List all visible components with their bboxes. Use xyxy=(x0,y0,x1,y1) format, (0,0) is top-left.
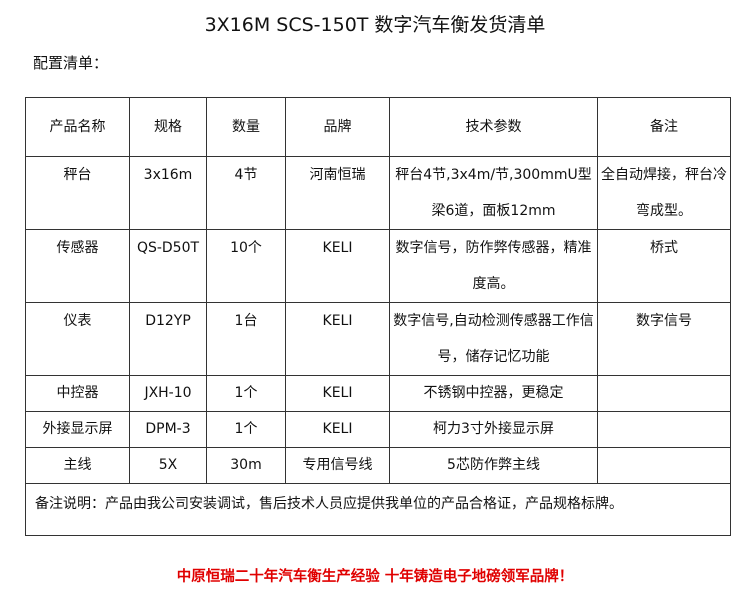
table-cell: 4节 xyxy=(206,156,286,230)
table-cell xyxy=(597,411,731,448)
table-cell: KELI xyxy=(285,229,390,303)
table-cell: 30m xyxy=(206,447,286,484)
header-row: 产品名称 规格 数量 品牌 技术参数 备注 xyxy=(25,97,731,157)
document-title: 3X16M SCS-150T 数字汽车衡发货清单 xyxy=(204,14,546,36)
table-cell: JXH-10 xyxy=(129,375,207,412)
table-cell: 数字信号 xyxy=(597,302,731,376)
table-cell: 不锈钢中控器，更稳定 xyxy=(389,375,598,412)
table-cell: 1台 xyxy=(206,302,286,376)
table-cell: 5芯防作弊主线 xyxy=(389,447,598,484)
table-row: 中控器 JXH-10 1个 KELI 不锈钢中控器，更稳定 xyxy=(25,375,731,412)
table-cell: 传感器 xyxy=(25,229,130,303)
table-cell: 全自动焊接，秤台冷弯成型。 xyxy=(597,156,731,230)
note-cell: 备注说明：产品由我公司安装调试，售后技术人员应提供我单位的产品合格证，产品规格标… xyxy=(25,483,731,536)
table-cell: QS-D50T xyxy=(129,229,207,303)
table-cell: 桥式 xyxy=(597,229,731,303)
header-cell: 品牌 xyxy=(285,97,390,157)
table-cell: 河南恒瑞 xyxy=(285,156,390,230)
table-cell: KELI xyxy=(285,302,390,376)
table-cell: KELI xyxy=(285,411,390,448)
table-cell: 主线 xyxy=(25,447,130,484)
table-row: 外接显示屏 DPM-3 1个 KELI 柯力3寸外接显示屏 xyxy=(25,411,731,448)
table-cell: 1个 xyxy=(206,375,286,412)
table-cell xyxy=(597,447,731,484)
table-cell: 1个 xyxy=(206,411,286,448)
table-cell: 秤台 xyxy=(25,156,130,230)
table-cell: 仪表 xyxy=(25,302,130,376)
table-cell: 数字信号,自动检测传感器工作信号，储存记忆功能 xyxy=(389,302,598,376)
table-row: 主线 5X 30m 专用信号线 5芯防作弊主线 xyxy=(25,447,731,484)
table-cell: DPM-3 xyxy=(129,411,207,448)
table-cell: 专用信号线 xyxy=(285,447,390,484)
header-cell: 产品名称 xyxy=(25,97,130,157)
table-cell: 外接显示屏 xyxy=(25,411,130,448)
table-cell: 3x16m xyxy=(129,156,207,230)
table-cell: 秤台4节,3x4m/节,300mmU型梁6道，面板12mm xyxy=(389,156,598,230)
slogan: 中原恒瑞二十年汽车衡生产经验 十年铸造电子地磅领军品牌！ xyxy=(176,569,574,585)
table-cell: 数字信号，防作弊传感器，精准度高。 xyxy=(389,229,598,303)
table-cell: KELI xyxy=(285,375,390,412)
table-row: 秤台 3x16m 4节 河南恒瑞 秤台4节,3x4m/节,300mmU型梁6道，面板12… xyxy=(25,156,731,230)
shipping-list-table: 产品名称 规格 数量 品牌 技术参数 备注 秤台 3x16m 4节 河南恒瑞 秤台4节,… xyxy=(25,97,731,536)
table-cell: 中控器 xyxy=(25,375,130,412)
header-cell: 数量 xyxy=(206,97,286,157)
header-cell: 备注 xyxy=(597,97,731,157)
table-row: 仪表 D12YP 1台 KELI 数字信号,自动检测传感器工作信号，储存记忆功能 数字信号 xyxy=(25,302,731,376)
header-cell: 规格 xyxy=(129,97,207,157)
table-cell: 10个 xyxy=(206,229,286,303)
section-label: 配置清单： xyxy=(33,54,109,72)
table-row: 传感器 QS-D50T 10个 KELI 数字信号，防作弊传感器，精准度高。 桥式 xyxy=(25,229,731,303)
table-cell: D12YP xyxy=(129,302,207,376)
header-cell: 技术参数 xyxy=(389,97,598,157)
table-cell: 5X xyxy=(129,447,207,484)
table-cell: 柯力3寸外接显示屏 xyxy=(389,411,598,448)
table-cell xyxy=(597,375,731,412)
